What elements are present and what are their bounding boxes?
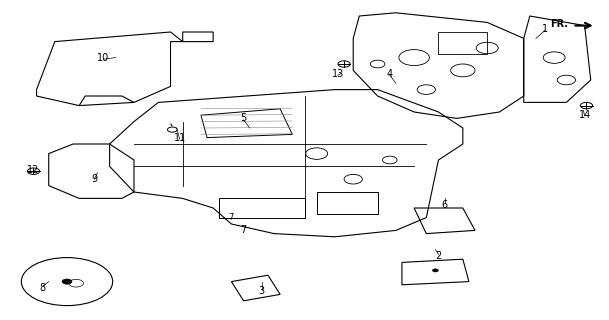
Text: 5: 5 (241, 113, 247, 124)
Text: 7: 7 (229, 213, 234, 222)
Text: 12: 12 (27, 164, 40, 175)
Text: 7: 7 (241, 225, 247, 236)
Text: 2: 2 (435, 251, 442, 261)
Text: 10: 10 (97, 52, 110, 63)
Text: 1: 1 (542, 24, 548, 34)
Text: 14: 14 (579, 110, 591, 120)
Text: 6: 6 (442, 200, 448, 210)
Text: 4: 4 (387, 68, 393, 79)
Circle shape (432, 269, 438, 272)
Text: 3: 3 (259, 286, 265, 296)
Text: 8: 8 (40, 283, 46, 293)
Circle shape (62, 279, 72, 284)
Text: FR.: FR. (550, 19, 568, 29)
Text: 13: 13 (332, 68, 344, 79)
Text: 11: 11 (174, 132, 186, 143)
Text: 9: 9 (91, 174, 97, 184)
